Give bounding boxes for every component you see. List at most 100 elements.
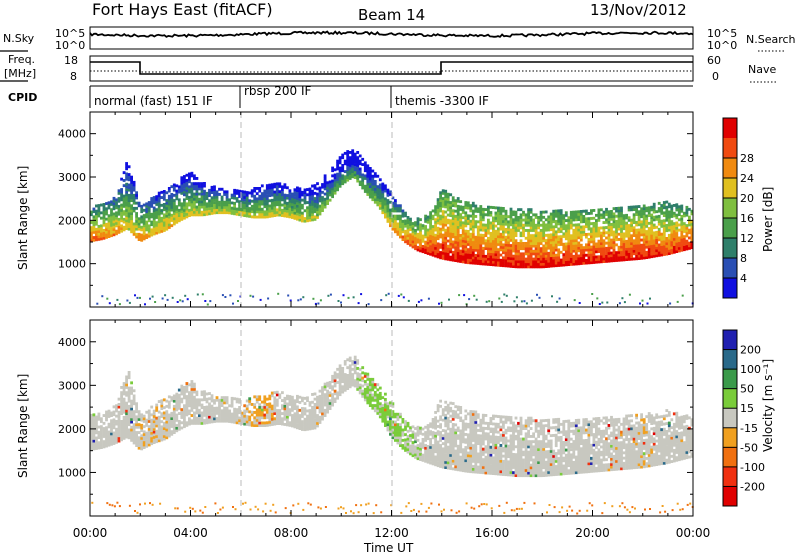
velocity-cell (336, 381, 339, 384)
velocity-cell (316, 416, 319, 420)
velocity-cell (102, 445, 106, 449)
power-cell (117, 223, 121, 227)
power-cell (595, 258, 598, 261)
velocity-cell (116, 501, 119, 504)
velocity-cell (346, 381, 350, 385)
velocity-cell (147, 430, 151, 434)
power-cell (685, 239, 689, 243)
velocity-cell (328, 381, 332, 384)
power-cell (157, 230, 161, 234)
power-cell (512, 231, 515, 235)
power-cell (600, 249, 603, 253)
power-cell (122, 179, 126, 182)
power-cell (140, 228, 144, 232)
power-cell (507, 233, 510, 237)
power-cell (401, 225, 405, 228)
power-cell (142, 214, 146, 217)
power-cell (361, 181, 365, 185)
velocity-cell (391, 425, 395, 429)
power-cell (542, 257, 546, 261)
velocity-cell (180, 400, 184, 404)
velocity-cell (376, 388, 380, 392)
power-cell (183, 211, 186, 215)
velocity-cell (117, 434, 121, 438)
velocity-cell (122, 405, 126, 409)
power-cell (459, 254, 463, 258)
power-cell (152, 196, 156, 199)
power-cell (125, 167, 128, 171)
power-cell (487, 231, 490, 235)
power-cell (338, 169, 342, 173)
power-cell (107, 206, 111, 210)
velocity-cell (110, 414, 113, 417)
power-cell (203, 195, 206, 198)
velocity-cell (220, 401, 224, 405)
power-cell (235, 210, 239, 214)
power-cell (142, 227, 146, 230)
power-cell (471, 204, 475, 208)
power-cell (662, 229, 666, 233)
velocity-cell (396, 425, 400, 429)
power-cell (298, 208, 302, 212)
power-cell (602, 215, 606, 219)
power-cell (172, 204, 176, 208)
power-cell (439, 191, 442, 195)
power-cell (456, 243, 460, 247)
velocity-cell (328, 399, 332, 403)
power-cell (610, 212, 613, 216)
power-cell (386, 206, 390, 210)
power-cell (512, 241, 515, 245)
power-cell (125, 203, 128, 207)
power-cell (203, 184, 206, 188)
power-cell (552, 217, 556, 221)
velocity-cell (358, 383, 362, 387)
power-cell (438, 302, 440, 305)
velocity-cell (225, 411, 229, 415)
velocity-cell (92, 431, 96, 435)
power-cell (361, 157, 365, 161)
velocity-cell (180, 387, 184, 391)
power-cell (167, 189, 171, 193)
power-cell (595, 234, 598, 238)
power-cell (680, 209, 684, 213)
power-cell (436, 206, 440, 209)
power-cell (331, 187, 334, 191)
power-cell (537, 231, 540, 235)
power-cell (170, 193, 174, 196)
power-cell (572, 215, 576, 219)
power-cell (507, 230, 510, 234)
power-cell (524, 249, 528, 253)
power-cell (489, 260, 493, 264)
velocity-cell (368, 385, 372, 389)
power-cell (539, 234, 543, 238)
power-cell (559, 219, 563, 223)
power-cell (688, 236, 691, 240)
power-cell (577, 225, 581, 229)
power-cell (275, 192, 279, 196)
power-cell (454, 225, 458, 229)
power-cell (685, 247, 689, 251)
power-cell (650, 237, 654, 240)
power-cell (268, 188, 272, 192)
power-cell (157, 228, 161, 231)
velocity-cell (273, 399, 277, 402)
power-cell (479, 246, 483, 250)
power-cell (547, 238, 551, 242)
power-cell (152, 214, 156, 218)
power-cell (265, 184, 269, 188)
power-cell (662, 211, 666, 215)
power-cell (394, 227, 397, 231)
power-cell (670, 204, 674, 208)
power-cell (132, 199, 136, 202)
power-cell (481, 213, 485, 216)
power-cell (391, 201, 395, 205)
power-cell (115, 214, 118, 217)
velocity-cell (122, 426, 126, 430)
power-cell (454, 214, 458, 218)
velocity-cell (281, 422, 284, 426)
power-cell (504, 238, 508, 242)
velocity-cell (130, 425, 133, 429)
velocity-cell (389, 427, 392, 431)
velocity-cell (127, 431, 131, 434)
power-cell (90, 213, 93, 217)
